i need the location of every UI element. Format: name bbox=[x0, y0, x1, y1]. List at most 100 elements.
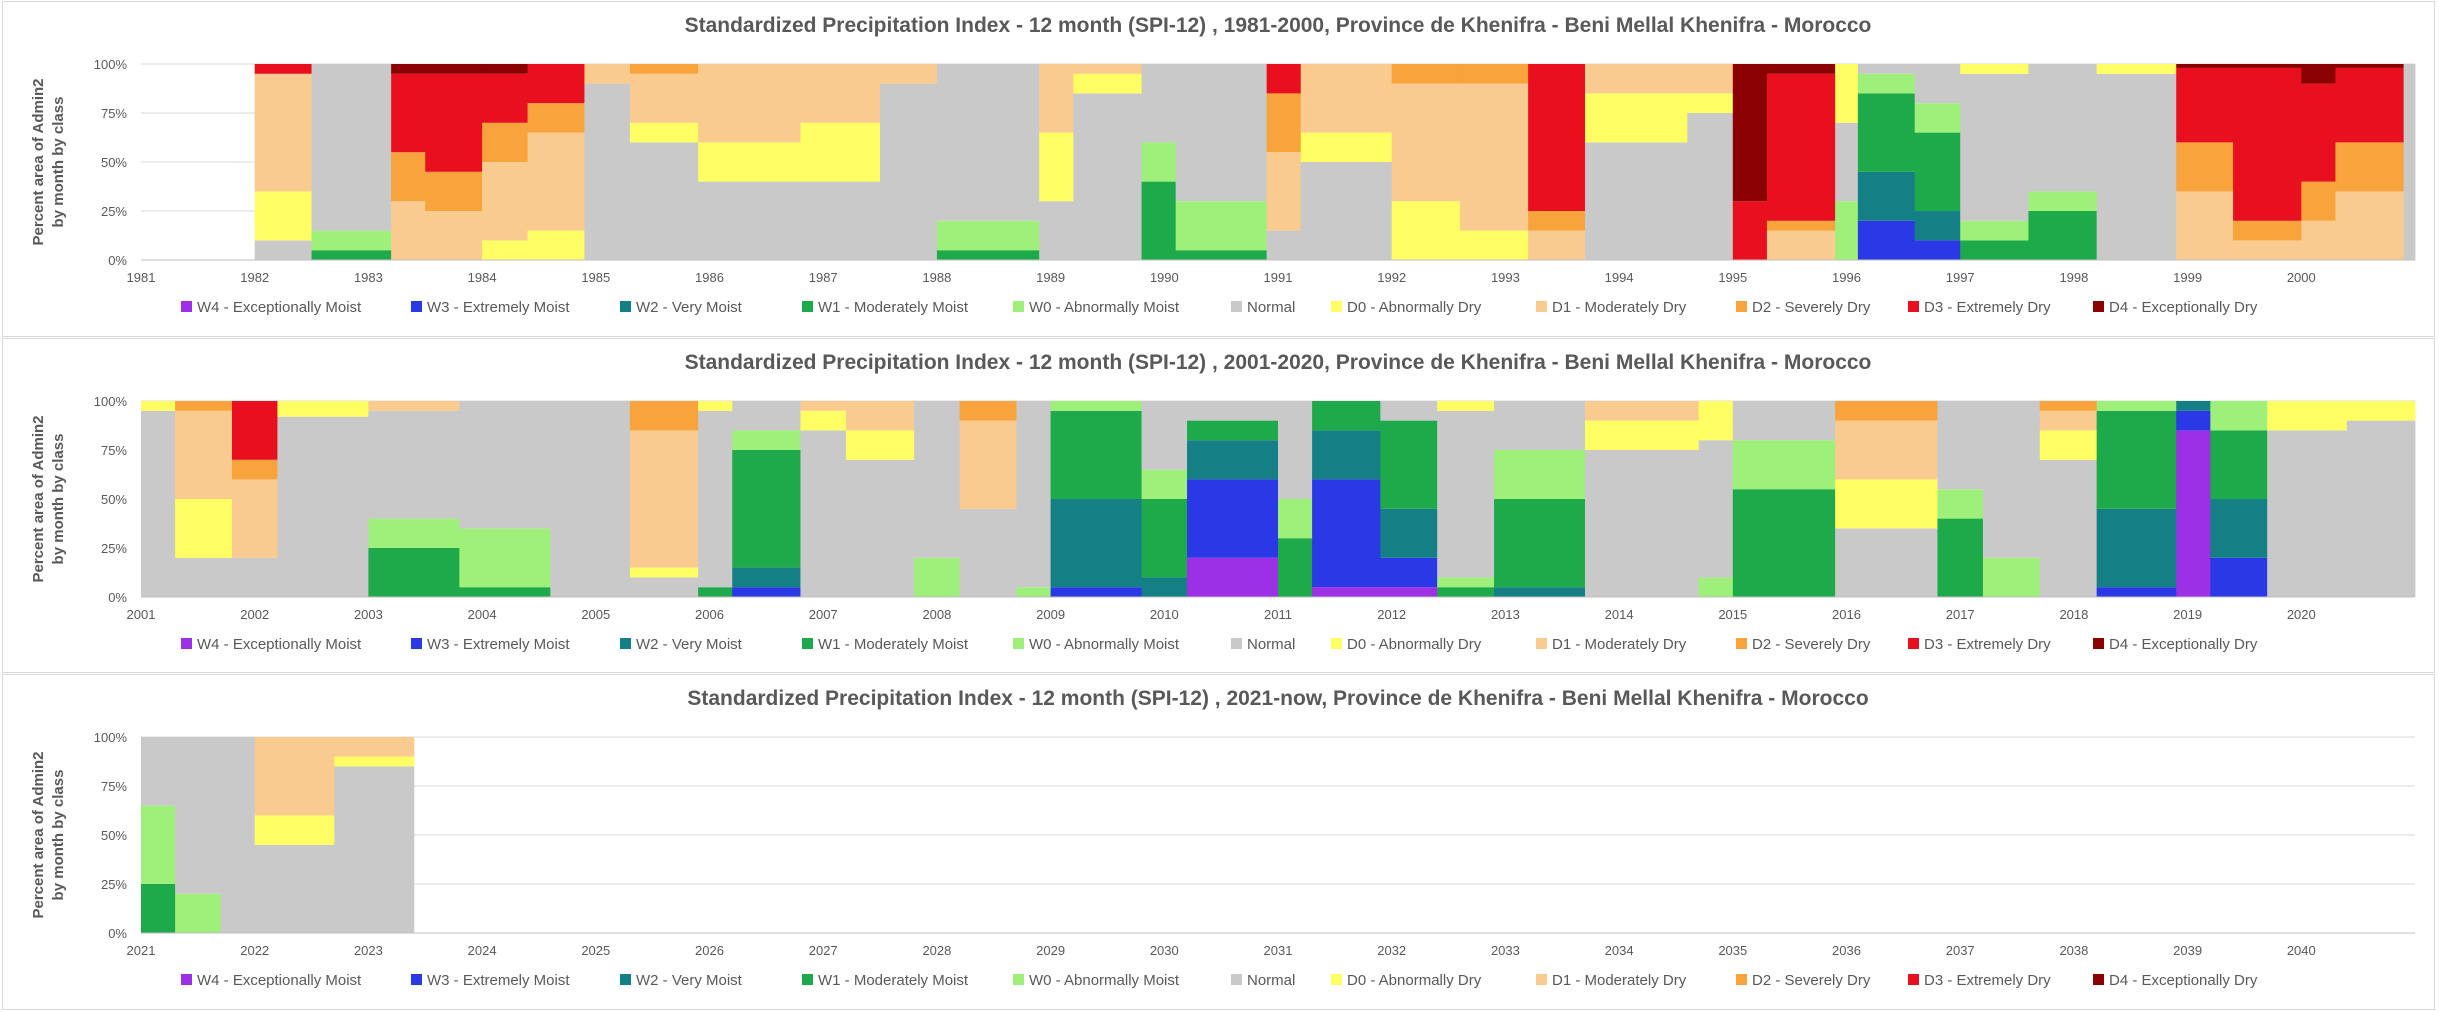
bar-segment-d4 bbox=[2301, 64, 2336, 84]
bar-segment-d0 bbox=[1039, 132, 1074, 202]
legend-swatch bbox=[2093, 974, 2104, 985]
x-tick-label: 1984 bbox=[468, 270, 497, 285]
bar-segment-w0 bbox=[2210, 401, 2268, 431]
bar-segment-w3 bbox=[2210, 557, 2268, 597]
y-tick-label: 100% bbox=[94, 57, 128, 72]
x-tick-label: 2027 bbox=[809, 943, 838, 958]
bar-segment-d0 bbox=[334, 756, 415, 767]
legend-label: D3 - Extremely Dry bbox=[1924, 636, 2051, 653]
bar-segment-w0 bbox=[1175, 201, 1268, 251]
bar-segment-d0 bbox=[141, 401, 176, 411]
legend-swatch bbox=[802, 974, 813, 985]
bars bbox=[141, 737, 415, 933]
x-tick-label: 1983 bbox=[354, 270, 383, 285]
y-tick-label: 25% bbox=[101, 877, 127, 892]
bar-segment-w0 bbox=[1050, 401, 1142, 411]
bar-segment-n bbox=[2267, 430, 2348, 597]
bar-segment-w3 bbox=[1050, 587, 1142, 597]
bar-segment-w0 bbox=[1698, 577, 1734, 597]
y-axis-label-line: by month by class bbox=[50, 97, 67, 228]
legend-label: W1 - Moderately Moist bbox=[818, 299, 969, 316]
x-tick-label: 2038 bbox=[2059, 943, 2088, 958]
legend-swatch bbox=[2093, 301, 2104, 312]
bar-segment-w0 bbox=[1732, 440, 1836, 490]
bar-segment-w0 bbox=[311, 230, 392, 251]
x-tick-label: 2023 bbox=[354, 943, 383, 958]
legend-label: W0 - Abnormally Moist bbox=[1029, 972, 1180, 989]
legend-swatch bbox=[620, 974, 631, 985]
bar-segment-d0 bbox=[277, 401, 369, 417]
chart-panel-2021-now: Standardized Precipitation Index - 12 mo… bbox=[2, 674, 2435, 1010]
bar-segment-n bbox=[368, 410, 460, 519]
x-tick-label: 2035 bbox=[1718, 943, 1747, 958]
legend-item: D2 - Severely Dry bbox=[1736, 636, 1871, 653]
legend-item: Normal bbox=[1231, 299, 1295, 316]
legend-label: D0 - Abnormally Dry bbox=[1347, 299, 1482, 316]
bar-segment-w1 bbox=[459, 587, 551, 597]
x-tick-label: 2005 bbox=[581, 607, 610, 622]
bar-segment-d0 bbox=[254, 191, 312, 241]
bar-segment-w2 bbox=[1141, 577, 1188, 597]
legend-swatch bbox=[1736, 301, 1747, 312]
bar-segment-w1 bbox=[141, 884, 176, 933]
bar-segment-w0 bbox=[1278, 499, 1313, 539]
legend-item: D3 - Extremely Dry bbox=[1908, 299, 2051, 316]
bar-segment-w3 bbox=[732, 587, 801, 597]
y-axis-label-line: Percent area of Admin2 bbox=[30, 752, 47, 919]
bar-segment-w3 bbox=[1312, 479, 1381, 588]
bar-segment-w0 bbox=[141, 805, 176, 884]
x-tick-label: 2031 bbox=[1264, 943, 1293, 958]
bar-segment-d0 bbox=[2039, 430, 2098, 460]
x-tick-label: 1996 bbox=[1832, 270, 1861, 285]
bar-segment-w0 bbox=[1016, 587, 1051, 597]
legend-item: W1 - Moderately Moist bbox=[802, 299, 969, 316]
x-tick-label: 1992 bbox=[1377, 270, 1406, 285]
legend-swatch bbox=[1331, 638, 1342, 649]
bar-segment-w1 bbox=[2210, 430, 2268, 499]
bar-segment-n bbox=[1982, 401, 2041, 558]
bar-segment-d2 bbox=[1835, 401, 1938, 421]
legend-item: W3 - Extremely Moist bbox=[411, 636, 570, 653]
legend-item: D0 - Abnormally Dry bbox=[1331, 299, 1482, 316]
bar-segment-d0 bbox=[1698, 401, 1734, 441]
bar-segment-w3 bbox=[1187, 479, 1279, 558]
bar-segment-n bbox=[1857, 64, 1916, 74]
x-tick-label: 2011 bbox=[1264, 607, 1292, 622]
x-tick-label: 2021 bbox=[127, 943, 156, 958]
bar-segment-w2 bbox=[1380, 508, 1438, 558]
legend-item: W3 - Extremely Moist bbox=[411, 972, 570, 989]
bar-segment-n bbox=[1437, 410, 1495, 578]
chart-title: Standardized Precipitation Index - 12 mo… bbox=[685, 14, 1872, 37]
chart-panel-2001-2020: Standardized Precipitation Index - 12 mo… bbox=[2, 338, 2435, 673]
bar-segment-w0 bbox=[2096, 401, 2177, 411]
legend-swatch bbox=[411, 301, 422, 312]
y-tick-label: 25% bbox=[101, 204, 127, 219]
legend-item: W4 - Exceptionally Moist bbox=[181, 299, 362, 316]
bar-segment-d3 bbox=[482, 73, 528, 123]
bar-segment-d1 bbox=[880, 64, 938, 84]
bar-segment-d4 bbox=[391, 64, 426, 74]
bar-segment-d0 bbox=[1584, 420, 1700, 450]
bar-segment-n bbox=[698, 410, 733, 588]
bar-segment-n bbox=[629, 142, 699, 260]
y-tick-label: 75% bbox=[101, 443, 127, 458]
legend-item: W2 - Very Moist bbox=[620, 972, 743, 989]
legend-swatch bbox=[1908, 974, 1919, 985]
bar-segment-w1 bbox=[1141, 499, 1188, 578]
legend-label: W3 - Extremely Moist bbox=[427, 299, 570, 316]
x-tick-label: 1999 bbox=[2173, 270, 2202, 285]
bar-segment-d2 bbox=[2233, 220, 2302, 241]
legend-item: W0 - Abnormally Moist bbox=[1013, 972, 1180, 989]
bar-segment-n bbox=[629, 577, 699, 597]
legend-label: W3 - Extremely Moist bbox=[427, 636, 570, 653]
bar-segment-n bbox=[277, 416, 369, 597]
bar-segment-d0 bbox=[1687, 93, 1734, 113]
bar-segment-w1 bbox=[1914, 132, 1961, 211]
y-tick-label: 25% bbox=[101, 541, 127, 556]
bar-segment-n bbox=[698, 181, 801, 260]
legend-swatch bbox=[802, 638, 813, 649]
legend-label: D1 - Moderately Dry bbox=[1552, 636, 1687, 653]
bar-segment-d1 bbox=[2233, 240, 2302, 260]
legend-label: W3 - Extremely Moist bbox=[427, 972, 570, 989]
bar-segment-n bbox=[1914, 64, 1961, 104]
